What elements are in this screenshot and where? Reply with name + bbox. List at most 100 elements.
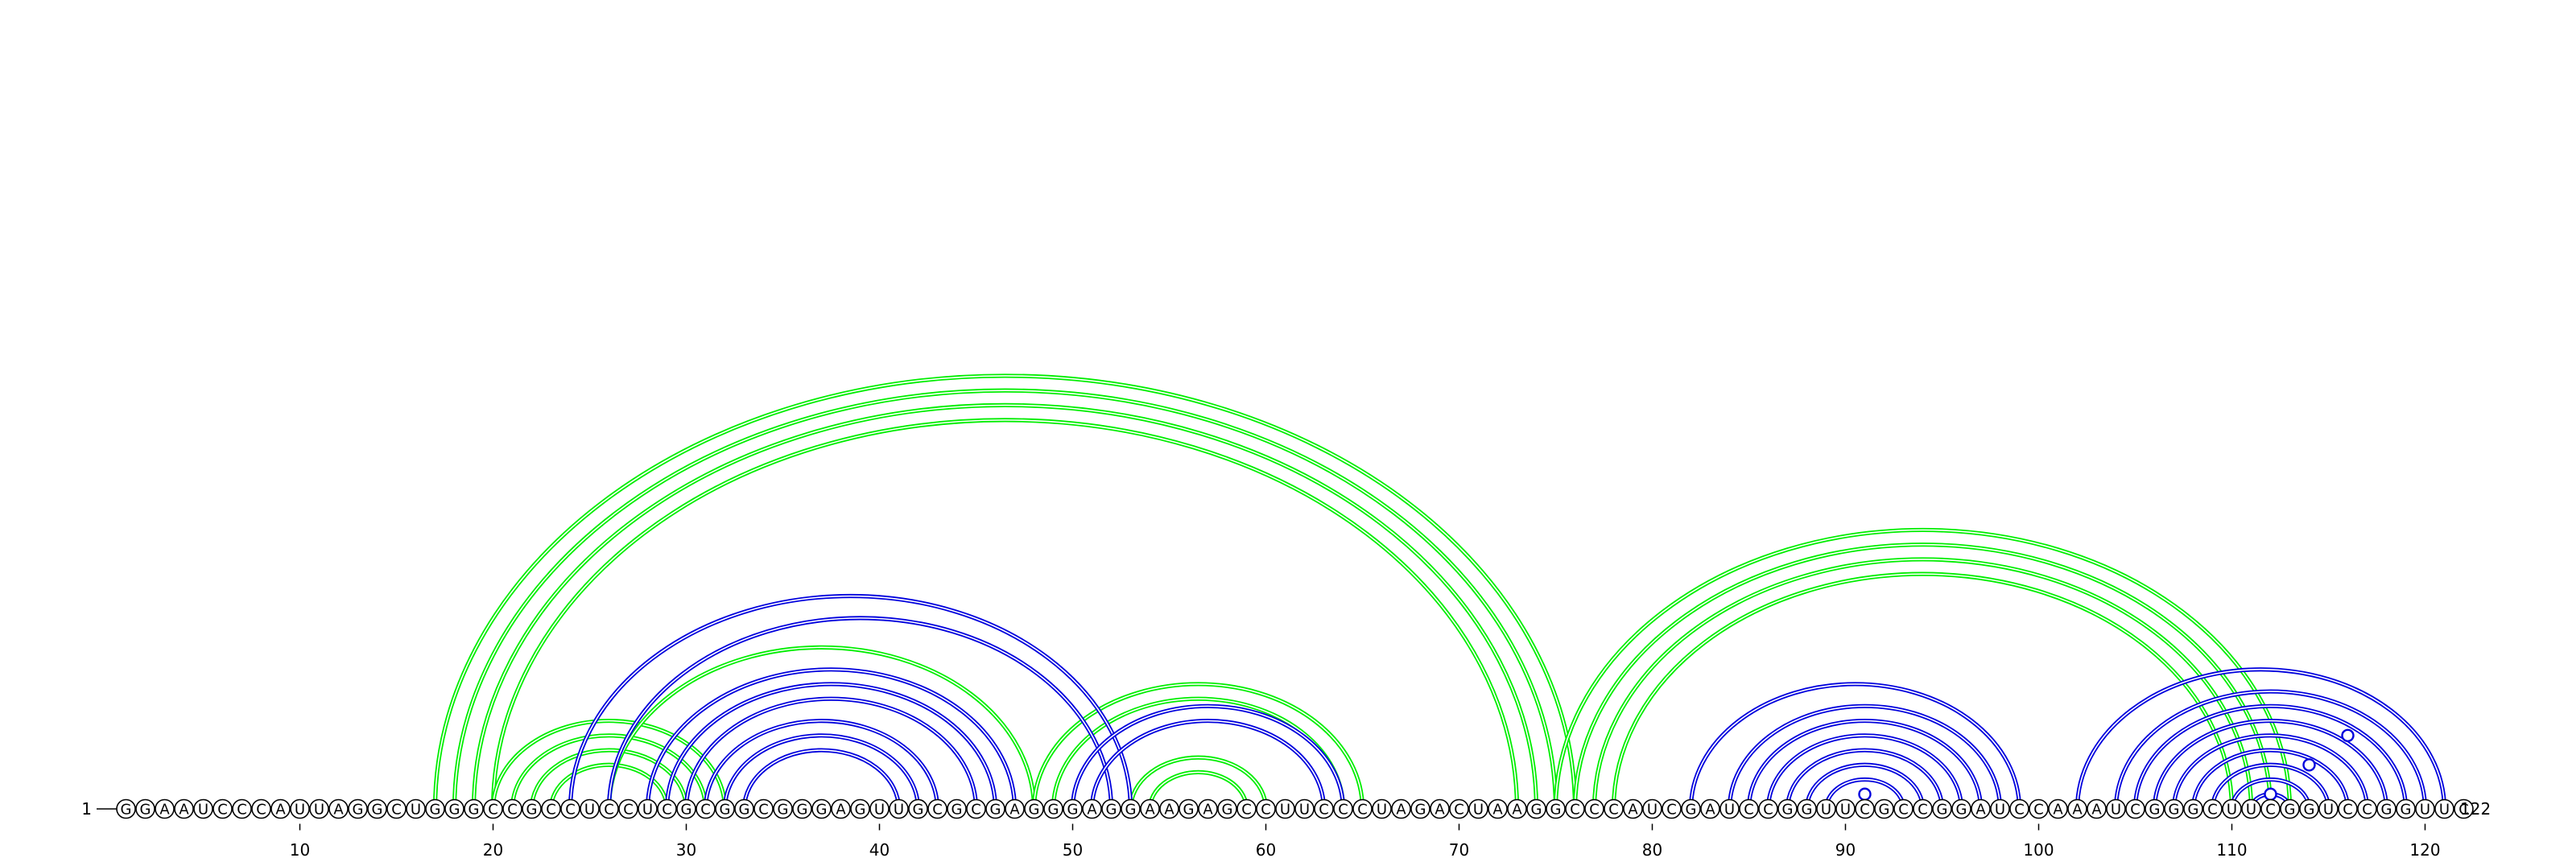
nucleotide-circle xyxy=(2009,798,2029,819)
nucleotide-109: C xyxy=(2202,798,2223,819)
nucleotide-42: G xyxy=(908,798,928,819)
nucleotide-circle xyxy=(1758,798,1778,819)
nucleotide-letter: A xyxy=(1203,802,1213,819)
nucleotide-letter: G xyxy=(1067,802,1079,819)
nucleotide-10: U xyxy=(290,798,310,819)
nucleotide-letter: U xyxy=(1299,802,1310,819)
nucleotide-circle xyxy=(2415,798,2435,819)
nucleotide-circle xyxy=(985,798,1005,819)
nucleotide-99: C xyxy=(2009,798,2029,819)
nucleotide-11: U xyxy=(309,798,329,819)
nucleotide-74: G xyxy=(1526,798,1546,819)
nucleotide-63: C xyxy=(1314,798,1334,819)
nucleotide-circle xyxy=(1314,798,1334,819)
nucleotide-97: A xyxy=(1971,798,1991,819)
nucleotide-100: C xyxy=(2029,798,2049,819)
nucleotide-93: C xyxy=(1893,798,1913,819)
nucleotide-94: C xyxy=(1913,798,1933,819)
nucleotide-circle xyxy=(1951,798,1971,819)
nucleotide-7: C xyxy=(232,798,252,819)
base-pair-arc-core-87-95 xyxy=(1786,749,1943,810)
nucleotide-68: G xyxy=(1410,798,1430,819)
nucleotide-letter: C xyxy=(217,802,228,819)
nucleotide-letter: G xyxy=(1937,802,1948,819)
nucleotide-120: U xyxy=(2415,798,2435,819)
nucleotide-circle xyxy=(1217,798,1237,819)
nucleotide-circle xyxy=(831,798,851,819)
nucleotide-1: G xyxy=(116,798,136,819)
nucleotide-letter: U xyxy=(2227,802,2237,819)
nucleotide-23: C xyxy=(541,798,561,819)
nucleotide-circle xyxy=(1468,798,1488,819)
nucleotide-letter: A xyxy=(1164,802,1174,819)
nucleotide-96: G xyxy=(1951,798,1971,819)
nucleotide-86: C xyxy=(1758,798,1778,819)
base-pair-arc-core-110-114 xyxy=(2231,778,2310,810)
nucleotide-77: C xyxy=(1584,798,1604,819)
nucleotide-letter: U xyxy=(1647,802,1657,819)
nucleotide-circle xyxy=(1275,798,1295,819)
nucleotide-65: C xyxy=(1352,798,1373,819)
nucleotide-circle xyxy=(1719,798,1740,819)
nucleotide-circle xyxy=(155,798,175,819)
nucleotide-circle xyxy=(1294,798,1315,819)
nucleotide-letter: C xyxy=(1608,802,1619,819)
nucleotide-letter: G xyxy=(469,802,480,819)
nucleotide-letter: G xyxy=(681,802,692,819)
base-pair-arc-core-26-48 xyxy=(608,646,1035,810)
nucleotide-circle xyxy=(2106,798,2126,819)
nucleotide-circle xyxy=(2164,798,2184,819)
nucleotide-circle xyxy=(1797,798,1817,819)
nucleotide-107: G xyxy=(2164,798,2184,819)
nucleotide-letter: A xyxy=(1512,802,1522,819)
nucleotide-letter: C xyxy=(2130,802,2140,819)
nucleotide-circle xyxy=(2260,798,2281,819)
nucleotide-circle xyxy=(1333,798,1353,819)
nucleotide-circle xyxy=(2376,798,2396,819)
nucleotide-letter: G xyxy=(1879,802,1890,819)
nucleotide-letter: G xyxy=(855,802,866,819)
base-pair-arc-core-105-119 xyxy=(2134,705,2407,810)
nucleotide-circle xyxy=(135,798,155,819)
loop-marker-114-3 xyxy=(2302,758,2316,772)
tick-label-90: 90 xyxy=(1835,840,1856,858)
nucleotide-66: U xyxy=(1372,798,1392,819)
nucleotide-letter: U xyxy=(584,802,595,819)
nucleotide-circle xyxy=(386,798,407,819)
nucleotide-circle xyxy=(850,798,870,819)
nucleotide-letter: G xyxy=(2149,802,2161,819)
base-pair-arc-core-54-59 xyxy=(1149,771,1248,810)
tick-label-80: 80 xyxy=(1642,840,1662,858)
nucleotide-circle xyxy=(464,798,484,819)
nucleotide-letter: U xyxy=(2439,802,2450,819)
nucleotide-circle xyxy=(1893,798,1913,819)
nucleotide-letter: U xyxy=(2246,802,2256,819)
nucleotide-letter: A xyxy=(2072,802,2083,819)
nucleotide-letter: C xyxy=(1570,802,1580,819)
base-pair-arc-core-84-98 xyxy=(1728,705,2001,810)
nucleotide-115: U xyxy=(2318,798,2339,819)
nucleotide-letter: U xyxy=(295,802,305,819)
nucleotide-letter: G xyxy=(372,802,383,819)
nucleotide-letter: G xyxy=(1125,802,1137,819)
base-pair-arc-78-110 xyxy=(1611,571,2235,810)
nucleotide-letter: U xyxy=(1473,802,1484,819)
nucleotide-circle xyxy=(638,798,658,819)
nucleotide-61: U xyxy=(1275,798,1295,819)
nucleotide-letter: C xyxy=(1589,802,1600,819)
nucleotide-50: G xyxy=(1063,798,1083,819)
tick-label-50: 50 xyxy=(1063,840,1083,858)
base-pair-arc-core-28-47 xyxy=(646,668,1016,810)
base-pair-arc-core-75-113 xyxy=(1554,529,2291,810)
nucleotide-6: C xyxy=(213,798,233,819)
nucleotide-95: G xyxy=(1932,798,1952,819)
nucleotide-circle xyxy=(1430,798,1450,819)
nucleotide-113: G xyxy=(2280,798,2300,819)
base-pair-arc-core-77-111 xyxy=(1593,559,2252,810)
nucleotide-103: A xyxy=(2087,798,2107,819)
nucleotide-82: G xyxy=(1681,798,1701,819)
nucleotide-3: A xyxy=(155,798,175,819)
nucleotide-letter: U xyxy=(314,802,324,819)
nucleotide-40: U xyxy=(869,798,890,819)
nucleotide-circle xyxy=(2029,798,2049,819)
